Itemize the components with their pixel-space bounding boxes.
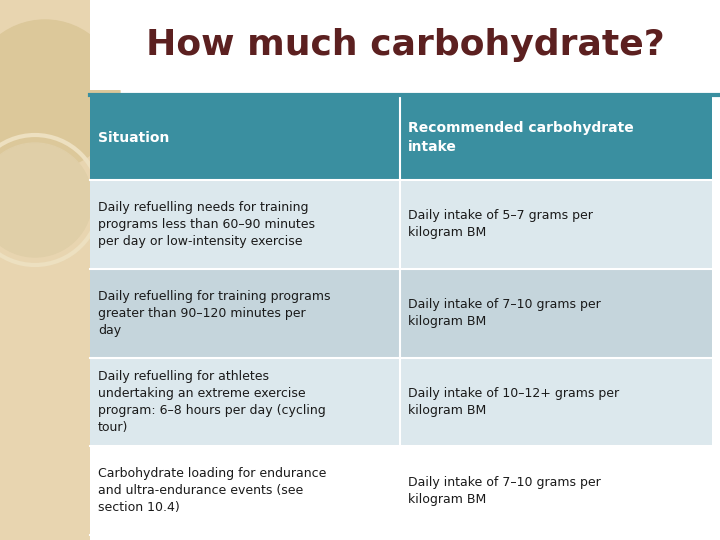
- FancyBboxPatch shape: [90, 180, 712, 269]
- FancyBboxPatch shape: [90, 95, 712, 180]
- FancyBboxPatch shape: [0, 0, 90, 540]
- Text: Daily refuelling for athletes
undertaking an extreme exercise
program: 6–8 hours: Daily refuelling for athletes undertakin…: [98, 370, 325, 434]
- Text: Recommended carbohydrate
intake: Recommended carbohydrate intake: [408, 122, 634, 154]
- Text: Daily intake of 5–7 grams per
kilogram BM: Daily intake of 5–7 grams per kilogram B…: [408, 210, 593, 239]
- FancyBboxPatch shape: [90, 269, 712, 357]
- FancyBboxPatch shape: [90, 446, 712, 535]
- Text: Daily intake of 7–10 grams per
kilogram BM: Daily intake of 7–10 grams per kilogram …: [408, 476, 600, 505]
- FancyBboxPatch shape: [90, 357, 712, 446]
- Text: Daily intake of 7–10 grams per
kilogram BM: Daily intake of 7–10 grams per kilogram …: [408, 298, 600, 328]
- Text: Daily intake of 10–12+ grams per
kilogram BM: Daily intake of 10–12+ grams per kilogra…: [408, 387, 619, 417]
- Text: Carbohydrate loading for endurance
and ultra-endurance events (see
section 10.4): Carbohydrate loading for endurance and u…: [98, 467, 326, 514]
- Text: Situation: Situation: [98, 131, 169, 145]
- Circle shape: [0, 143, 92, 257]
- Circle shape: [0, 20, 120, 170]
- Text: Daily refuelling for training programs
greater than 90–120 minutes per
day: Daily refuelling for training programs g…: [98, 289, 330, 336]
- FancyBboxPatch shape: [90, 0, 720, 90]
- Text: How much carbohydrate?: How much carbohydrate?: [145, 28, 665, 62]
- Text: Daily refuelling needs for training
programs less than 60–90 minutes
per day or : Daily refuelling needs for training prog…: [98, 201, 315, 248]
